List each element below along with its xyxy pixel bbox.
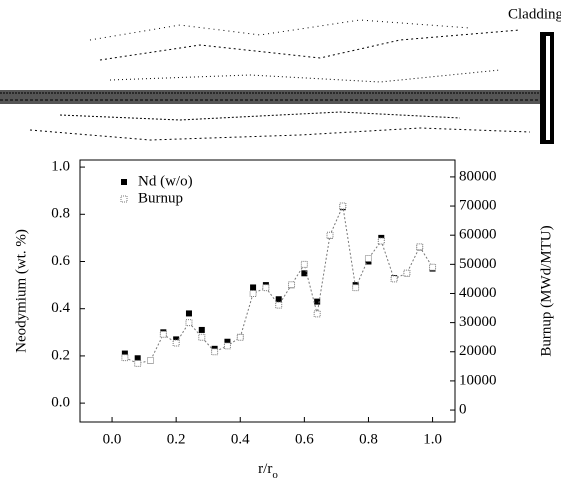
x-tick-label: 0.0 xyxy=(103,431,122,447)
data-point xyxy=(173,336,180,343)
data-point xyxy=(429,263,437,271)
data-point xyxy=(121,350,128,357)
y-tick-label: 0.8 xyxy=(51,206,70,222)
y2-tick-label: 10000 xyxy=(459,372,497,388)
data-point xyxy=(134,359,142,367)
y-tick-label: 0.4 xyxy=(51,300,70,316)
x-tick-label: 0.8 xyxy=(359,431,378,447)
data-point xyxy=(159,330,167,338)
data-point xyxy=(275,301,283,309)
data-point xyxy=(275,296,282,303)
y2-tick-label: 30000 xyxy=(459,314,497,330)
data-point xyxy=(250,284,257,291)
cladding-label: Cladding xyxy=(508,6,561,22)
y-tick-label: 1.0 xyxy=(51,159,70,175)
data-point xyxy=(390,275,398,283)
data-point xyxy=(185,310,192,317)
x-tick-label: 0.4 xyxy=(231,431,250,447)
y-tick-label: 0.0 xyxy=(51,395,70,411)
y2-tick-label: 50000 xyxy=(459,256,497,272)
legend-marker xyxy=(121,179,127,185)
y2-tick-label: 40000 xyxy=(459,285,497,301)
y2-tick-label: 70000 xyxy=(459,197,497,213)
x-tick-label: 0.6 xyxy=(295,431,314,447)
y2-tick-label: 60000 xyxy=(459,227,497,243)
legend-marker xyxy=(120,195,128,203)
data-point xyxy=(198,333,206,341)
plot-frame xyxy=(79,159,456,423)
data-point xyxy=(134,355,141,362)
data-point xyxy=(223,342,231,350)
data-point xyxy=(198,326,205,333)
fuel-band xyxy=(0,90,545,104)
x-axis-label-main: r/r xyxy=(258,461,272,477)
data-point xyxy=(147,357,155,365)
x-axis-label: r/ro xyxy=(258,461,278,480)
data-point xyxy=(339,202,347,210)
data-point xyxy=(236,333,244,341)
data-point xyxy=(326,231,334,239)
legend-label: Burnup xyxy=(138,190,183,206)
texture xyxy=(109,69,501,83)
y2-tick-label: 20000 xyxy=(459,343,497,359)
data-point xyxy=(121,354,129,362)
data-point xyxy=(300,260,308,268)
y2-axis-label: Burnup (MWd/MTU) xyxy=(538,225,554,356)
texture xyxy=(89,19,471,41)
micrograph: Cladding xyxy=(0,6,561,144)
data-point xyxy=(313,310,321,318)
data-point xyxy=(262,284,270,292)
y2-tick-label: 80000 xyxy=(459,168,497,184)
x-tick-label: 1.0 xyxy=(423,431,442,447)
y-axis-label: Neodymium (wt. %) xyxy=(13,229,29,353)
data-point xyxy=(249,289,257,297)
data-point xyxy=(364,255,372,263)
data-point xyxy=(377,237,385,245)
x-axis-label-sub: o xyxy=(272,469,278,481)
texture xyxy=(99,29,521,61)
y2-tick-label: 0 xyxy=(459,401,467,417)
data-point xyxy=(352,284,360,292)
data-point xyxy=(172,339,180,347)
data-point xyxy=(301,270,308,277)
cladding-gap xyxy=(546,36,550,140)
data-point xyxy=(224,338,231,345)
y-tick-label: 0.6 xyxy=(51,253,70,269)
data-point xyxy=(416,243,424,251)
x-tick-label: 0.2 xyxy=(167,431,186,447)
texture xyxy=(29,127,531,141)
data-point xyxy=(314,298,321,305)
y-tick-label: 0.2 xyxy=(51,347,70,363)
series-line xyxy=(124,204,433,364)
data-point xyxy=(185,319,193,327)
data-point xyxy=(403,269,411,277)
data-point xyxy=(211,348,219,356)
texture xyxy=(59,111,461,121)
data-point xyxy=(288,281,296,289)
legend-label: Nd (w/o) xyxy=(138,173,193,189)
